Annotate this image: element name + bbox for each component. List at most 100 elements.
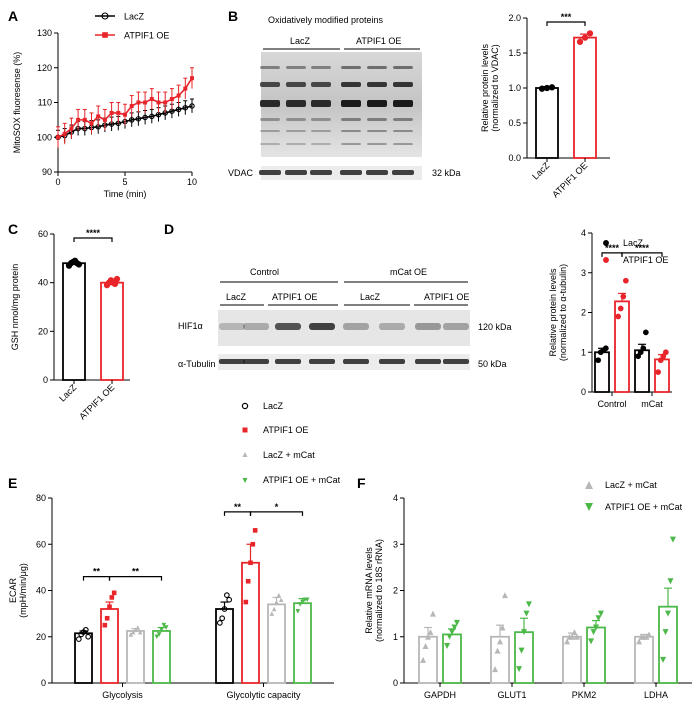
e-y-label: (mpH/min/μg)	[18, 563, 28, 618]
blot-b-band	[367, 143, 387, 145]
blot-b-band	[367, 82, 387, 87]
f-point-lacz-mcat	[564, 638, 571, 645]
blot-d-mcat-oe: mCat OE	[390, 267, 427, 277]
b-y-tick-label: 2.0	[508, 13, 521, 23]
chart-e: 0 20 40 60 80 ECAR (mpH/min/μg) Glycolysis Glyco…	[8, 493, 334, 700]
f-point-atpif1-oe-mcat	[516, 666, 523, 673]
e-point-atpif1-oe-mcat	[304, 597, 310, 603]
f-legend-label: LacZ + mCat	[605, 480, 657, 490]
b-point	[548, 84, 556, 91]
panel-letter-e: E	[8, 475, 17, 491]
blot-b-band	[311, 66, 331, 69]
f-bar-atpif1-oe-mcat	[514, 631, 534, 684]
blot-b-band	[393, 82, 413, 87]
a-series-atpif1-point	[149, 97, 154, 102]
f-legend-label: ATPIF1 OE + mCat	[605, 502, 683, 512]
e-point-lacz-mcat	[271, 606, 277, 612]
b-sig-bracket	[546, 21, 586, 26]
blot-b-band	[341, 100, 361, 107]
a-series-atpif1-point	[163, 100, 168, 105]
f-point-atpif1-oe-mcat	[451, 624, 458, 631]
blot-b-band	[393, 118, 413, 121]
blot-b-bands	[260, 66, 413, 145]
a-y-tick-label: 120	[37, 63, 52, 73]
blot-b-band	[286, 82, 306, 87]
a-series-atpif1-legend-label: ATPIF1 OE	[124, 31, 169, 41]
a-series-atpif1-point	[56, 135, 60, 140]
d-bar-atpif1-oe	[654, 358, 670, 393]
b-sig-label: ***	[561, 12, 572, 22]
a-series-atpif1-point	[109, 110, 114, 115]
blot-b-vdac-band	[285, 170, 307, 175]
a-x-tick-label: 5	[122, 177, 127, 187]
e-y-tick-label: 0	[41, 678, 46, 688]
d-x-tick-label: mCat	[641, 399, 663, 409]
blot-b: Oxidatively modified proteins LacZ ATPIF…	[228, 15, 461, 180]
e-bar-lacz-mcat	[267, 603, 286, 684]
d-y-label: Relative protein levels	[548, 268, 558, 357]
e-sig-bracket	[108, 576, 163, 581]
blot-d-tub-band	[275, 359, 301, 364]
blot-d-hif-band	[415, 323, 441, 330]
d-point-atpif1-oe	[615, 313, 622, 320]
blot-d-hif-band	[219, 323, 245, 330]
c-point	[75, 261, 83, 268]
e-point-atpif1-oe-mcat	[154, 634, 160, 640]
blot-d-tub-band	[219, 359, 245, 364]
b-bar-atpif1	[573, 36, 597, 159]
d-sig-label: ****	[635, 243, 650, 253]
f-y-label: (normalized to 18S rRNA)	[374, 539, 384, 642]
b-point	[576, 38, 584, 45]
e-point-lacz	[75, 636, 82, 642]
blot-b-vdac-band	[310, 170, 332, 175]
b-bar-lacz	[535, 87, 559, 159]
blot-b-band	[260, 130, 280, 132]
blot-b-band	[341, 118, 361, 121]
legend-lacz-marker	[241, 402, 249, 410]
legend-groups: LacZ ATPIF1 OE LacZ + mCat ATPIF1 OE + m…	[241, 401, 341, 485]
f-point-atpif1-oe-mcat	[525, 601, 532, 608]
f-point-lacz-mcat	[429, 610, 436, 617]
d-point-atpif1-oe	[620, 293, 627, 300]
f-point-lacz-mcat	[573, 633, 580, 640]
chart-b: 0.0 0.5 1.0 1.5 2.0 Relative protein levels (n…	[480, 12, 610, 199]
c-y-tick-label: 40	[38, 278, 48, 288]
f-point-atpif1-oe-mcat	[597, 610, 604, 617]
b-y-tick-label: 1.0	[508, 83, 521, 93]
d-y-tick-label: 0	[581, 387, 586, 397]
blot-d-tub-band	[309, 359, 335, 364]
e-sig-bracket	[249, 511, 304, 516]
f-point-atpif1-oe-mcat	[453, 619, 460, 626]
d-point-atpif1-oe	[657, 357, 664, 364]
blot-b-band	[367, 130, 387, 132]
blot-b-band	[286, 66, 306, 69]
e-point-lacz	[219, 615, 226, 622]
e-y-tick-label: 60	[36, 539, 46, 549]
e-point-lacz-mcat	[130, 629, 136, 635]
blot-b-vdac-band	[340, 170, 362, 175]
a-series-atpif1-point	[69, 126, 74, 131]
a-y-tick-label: 100	[37, 132, 52, 142]
c-x-tick-label: LacZ	[57, 382, 79, 404]
a-series-atpif1-point	[82, 117, 87, 122]
a-series-atpif1-point	[89, 121, 94, 126]
e-point-atpif1-oe	[250, 541, 256, 547]
f-point-lacz-mcat	[427, 629, 434, 636]
a-series-atpif1-point	[116, 110, 121, 115]
f-point-lacz-mcat	[636, 638, 643, 645]
f-x-tick-label: PKM2	[572, 690, 597, 700]
blot-d-hif-bands	[219, 323, 469, 330]
f-y-tick-label: 0	[393, 678, 398, 688]
d-y-tick-label: 1	[581, 347, 586, 357]
f-point-atpif1-oe-mcat	[595, 615, 602, 622]
blot-b-vdac-bands	[259, 170, 414, 175]
e-y-tick-label: 40	[36, 586, 46, 596]
b-point	[586, 30, 594, 37]
blot-b-vdac-label: VDAC	[228, 168, 254, 178]
blot-d-hif-band	[309, 323, 335, 330]
blot-d-tub-band	[415, 359, 441, 364]
blot-b-band	[286, 100, 306, 107]
a-series-atpif1-point	[136, 100, 141, 105]
f-point-lacz-mcat	[420, 656, 427, 663]
panel-letter-b: B	[228, 8, 238, 24]
